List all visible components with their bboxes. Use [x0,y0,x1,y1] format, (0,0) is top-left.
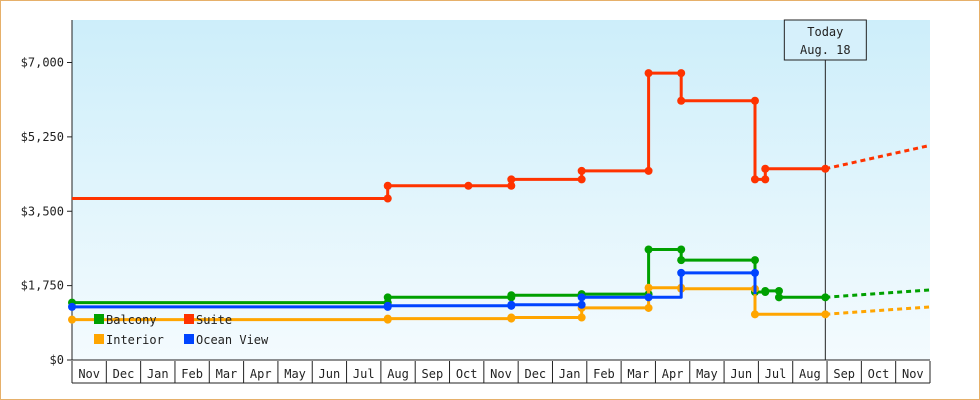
data-point-suite [507,181,516,190]
data-point-ocean-view [677,268,686,277]
data-point-suite [507,175,516,184]
legend-label-balcony: Balcony [106,313,157,327]
data-point-balcony [644,245,653,254]
y-axis: $0 $1,750 $3,500 $5,250 $7,000 [21,20,73,367]
today-label: Today [807,25,843,39]
month-label: Jul [353,367,375,381]
data-point-suite [644,69,653,78]
data-point-balcony [507,291,516,300]
data-point-balcony [821,293,830,302]
data-point-suite [383,181,392,190]
x-axis: Nov Dec Jan Feb Mar Apr May Jun Jul Aug Sep Oct Nov D… [71,359,931,384]
data-point-ocean-view [577,300,586,309]
data-point-interior [644,303,653,312]
data-point-suite [464,181,473,190]
legend-label-interior: Interior [106,333,164,347]
month-label: Mar [216,367,238,381]
data-point-balcony [774,293,783,302]
legend-label-ocean-view: Ocean View [196,333,269,347]
data-point-balcony [761,286,770,295]
data-point-suite [761,164,770,173]
month-label: Jan [559,367,581,381]
legend-swatch-suite [184,314,194,324]
month-label: Jan [147,367,169,381]
data-point-suite [677,96,686,105]
data-point-ocean-view [577,293,586,302]
month-label: Sep [422,367,444,381]
data-point-interior [68,315,76,324]
series-line-interior [72,286,826,322]
month-label: Nov [78,367,100,381]
today-box [783,19,867,61]
month-label: Aug [387,367,409,381]
data-point-interior [577,313,586,322]
legend-swatch-ocean-view [184,334,194,344]
data-point-suite [750,96,759,105]
y-tick-label: $3,500 [21,204,64,218]
today-date: Aug. 18 [800,43,851,57]
month-label: Mar [627,367,649,381]
data-point-interior [821,310,830,319]
month-label: Jun [730,367,752,381]
month-label: Jun [319,367,341,381]
month-label: Dec [113,367,135,381]
month-label: May [696,367,718,381]
y-tick-label: $7,000 [21,56,64,70]
data-point-balcony [677,256,686,265]
series-lines [68,69,931,324]
data-point-interior [750,310,759,319]
data-point-balcony [677,245,686,254]
data-point-interior [507,313,516,322]
legend-swatch-balcony [94,314,104,324]
y-tick-label: $5,250 [21,130,64,144]
data-point-ocean-view [750,268,759,277]
month-label: Feb [181,367,203,381]
month-label: Oct [456,367,478,381]
legend: Balcony Suite Interior Ocean View [94,313,269,347]
data-point-balcony [774,286,783,295]
month-label: Aug [799,367,821,381]
data-point-balcony [750,256,759,265]
data-point-balcony [383,293,392,302]
data-point-suite [750,175,759,184]
month-label: Jul [765,367,787,381]
month-label: Dec [524,367,546,381]
data-point-interior [383,314,392,323]
month-label: Sep [833,367,855,381]
month-label: Nov [902,367,924,381]
legend-label-suite: Suite [196,313,232,327]
today-marker: Today Aug. 18 [783,19,867,360]
month-label: Feb [593,367,615,381]
plot-area [72,20,930,360]
month-label: Nov [490,367,512,381]
data-point-suite [644,166,653,175]
month-label: Oct [868,367,890,381]
month-label: Apr [250,367,272,381]
data-point-ocean-view [507,300,516,309]
month-label: Apr [662,367,684,381]
month-label: May [284,367,306,381]
y-tick-label: $1,750 [21,279,64,293]
data-point-ocean-view [644,293,653,302]
data-point-ocean-view [68,302,76,311]
data-point-suite [677,69,686,78]
data-point-ocean-view [383,301,392,310]
legend-swatch-interior [94,334,104,344]
y-tick-label: $0 [50,353,64,367]
data-point-suite [383,194,392,203]
data-point-suite [821,164,830,173]
data-point-suite [577,166,586,175]
data-point-suite [761,175,770,184]
data-point-interior [644,283,653,292]
data-point-suite [577,175,586,184]
